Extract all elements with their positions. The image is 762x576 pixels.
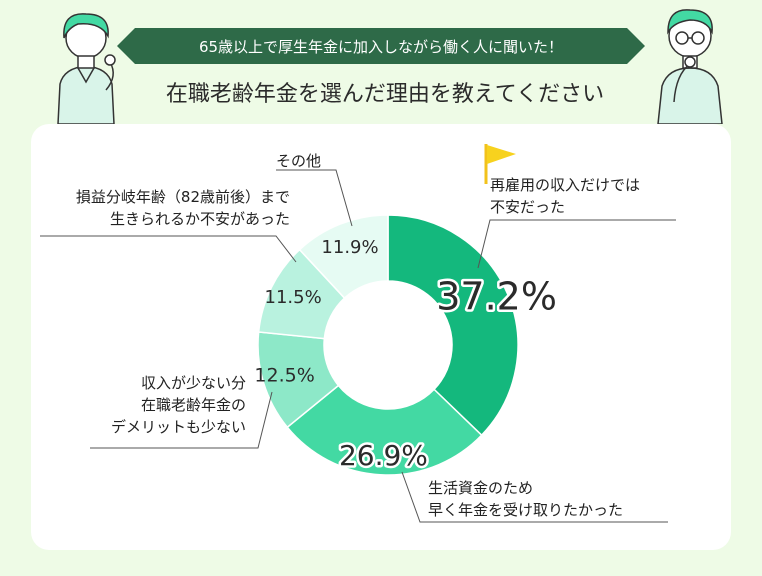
category-label-1: 生活資金のため 早く年金を受け取りたかった: [428, 479, 624, 519]
value-label-0: 37.2%: [436, 274, 557, 318]
value-label-1: 26.9%: [339, 439, 428, 472]
category-label-3: 損益分岐年齢（82歳前後）まで 生きられるか不安があった: [75, 188, 290, 228]
category-label-4: その他: [276, 152, 322, 170]
category-label-0: 再雇用の収入だけでは 不安だった: [490, 176, 641, 216]
leader-line-4: [276, 169, 353, 227]
value-label-3: 11.5%: [265, 287, 322, 308]
flag-icon: [484, 144, 516, 184]
donut-slice-4: [298, 214, 389, 300]
donut-slice-1: [286, 384, 483, 476]
chart-card: [31, 124, 731, 550]
donut-slice-0: [387, 214, 519, 437]
man-illustration: [657, 9, 723, 124]
value-label-2: 12.5%: [254, 365, 314, 387]
value-label-4: 11.9%: [321, 237, 378, 258]
survey-banner: 65歳以上で厚生年金に加入しながら働く人に聞いた！: [117, 28, 645, 64]
leader-line-1: [401, 471, 668, 523]
woman-illustration: [57, 13, 116, 124]
leader-line-2: [90, 391, 273, 449]
leader-line-3: [40, 235, 297, 263]
category-label-2: 収入が少ない分 在職老齢年金の デメリットも少ない: [110, 374, 246, 436]
page-title: 在職老齢年金を選んだ理由を教えてください: [165, 82, 605, 107]
leader-line-0: [477, 219, 676, 269]
